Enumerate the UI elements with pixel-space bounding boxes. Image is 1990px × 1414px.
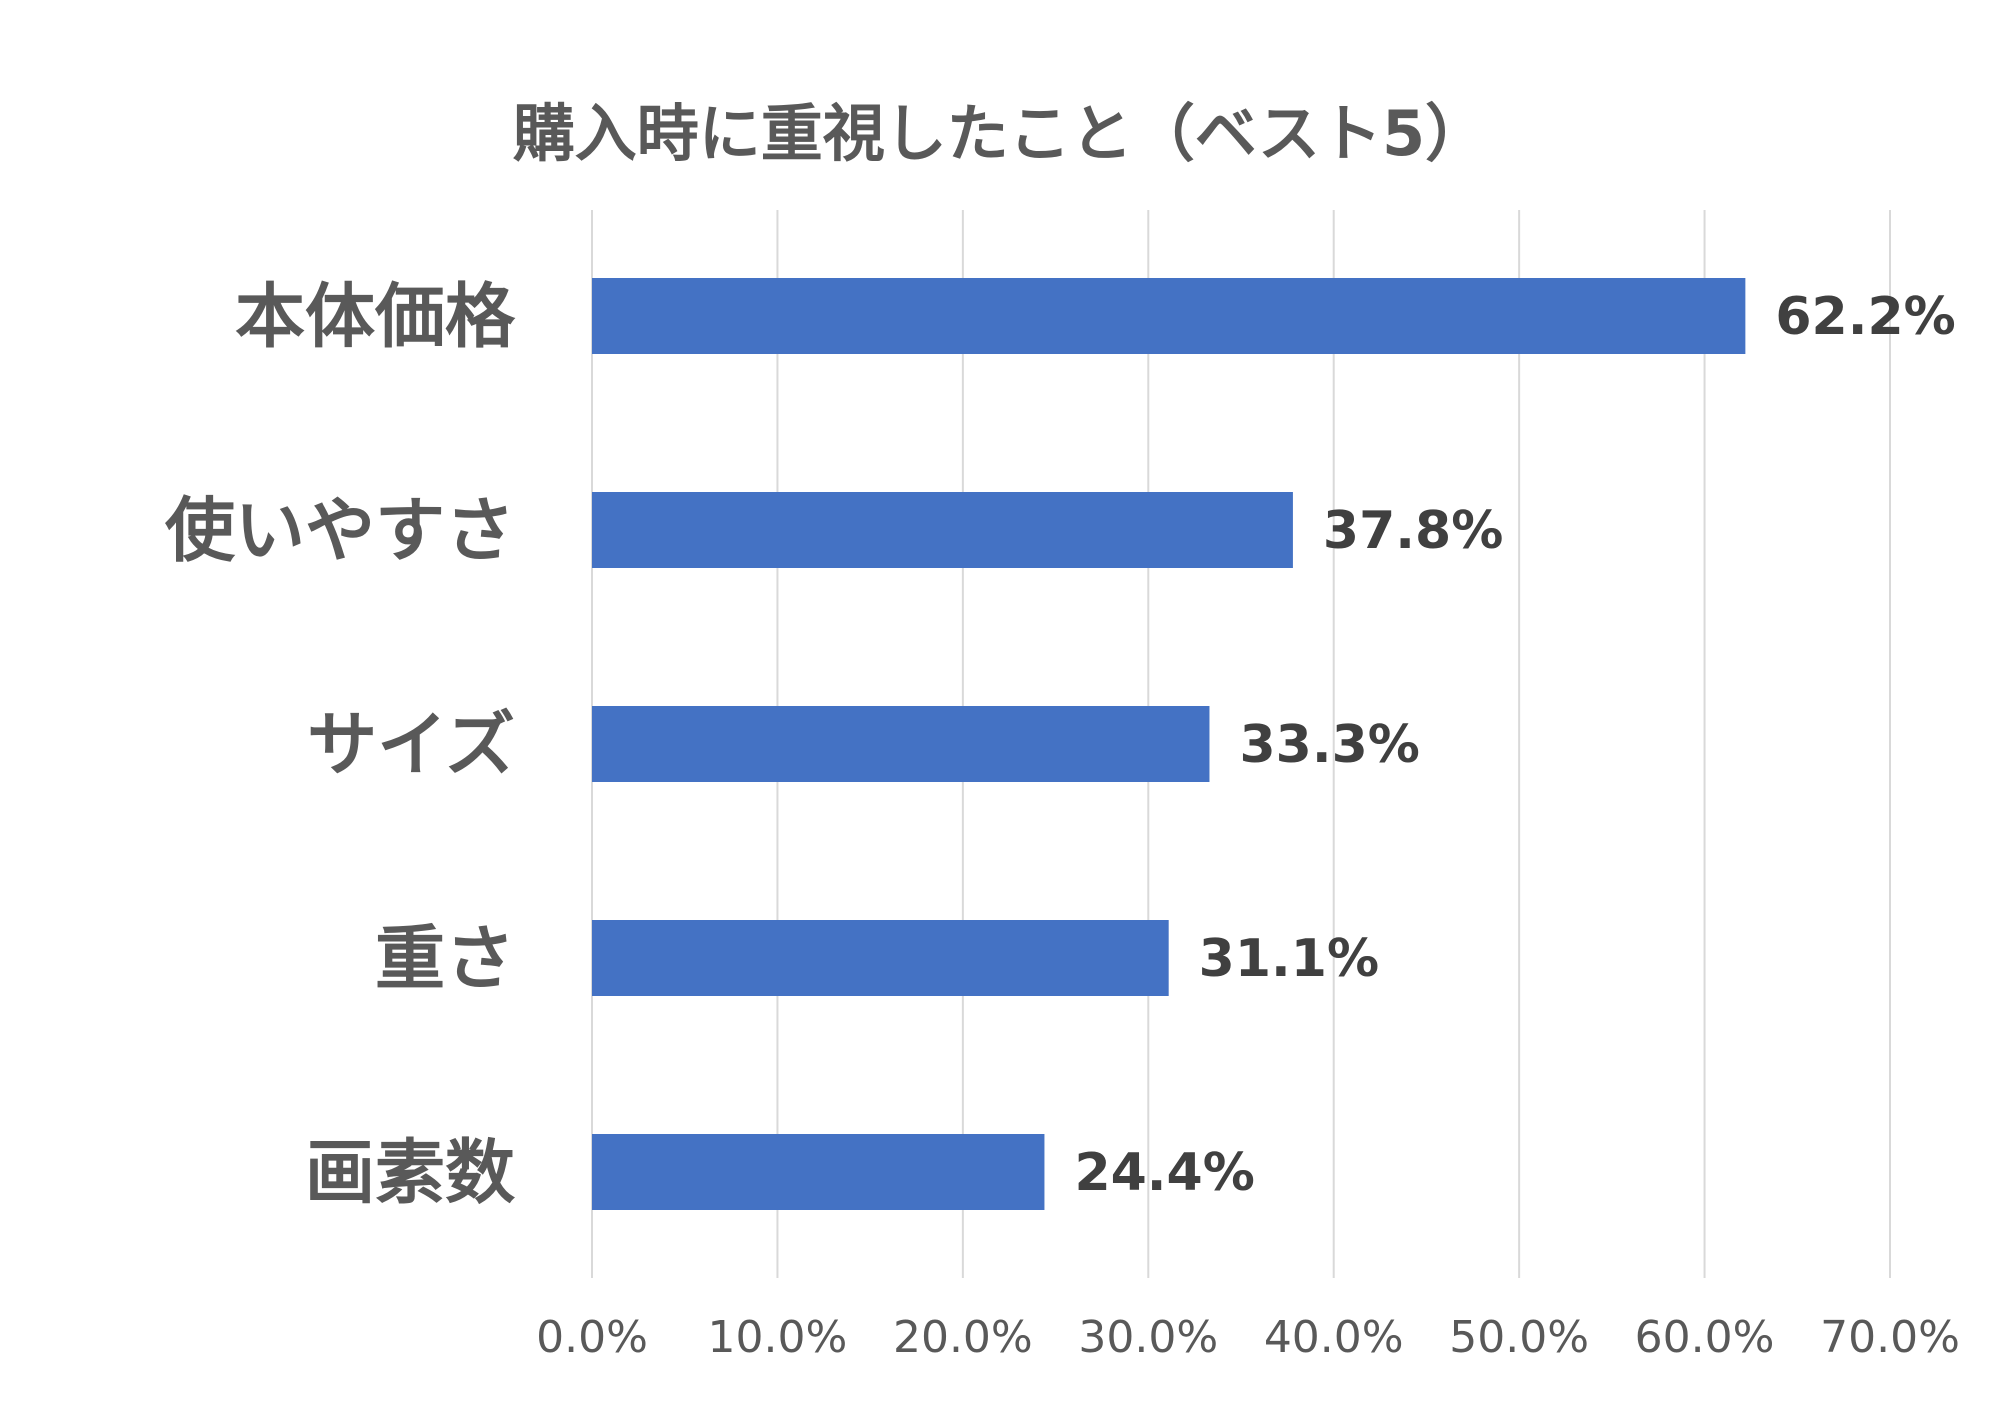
data-label: 33.3%	[1239, 715, 1419, 775]
bars	[592, 278, 1746, 1210]
data-label: 31.1%	[1199, 929, 1379, 989]
bar	[592, 278, 1746, 354]
bar	[592, 492, 1293, 568]
category-label: サイズ	[307, 704, 515, 786]
category-label: 使いやすさ	[165, 490, 515, 572]
x-tick-label: 40.0%	[1264, 1312, 1404, 1363]
x-tick-label: 60.0%	[1635, 1312, 1775, 1363]
category-label: 重さ	[375, 918, 515, 1000]
bar	[592, 706, 1210, 782]
data-labels: 62.2% 37.8% 33.3% 31.1% 24.4%	[1074, 287, 1955, 1203]
category-label: 本体価格	[235, 276, 516, 358]
data-label: 37.8%	[1323, 501, 1503, 561]
x-tick-label: 70.0%	[1820, 1312, 1960, 1363]
x-tick-label: 20.0%	[893, 1312, 1033, 1363]
x-tick-label: 0.0%	[536, 1312, 648, 1363]
chart-title: 購入時に重視したこと（ベスト5）	[513, 97, 1487, 170]
data-label: 24.4%	[1074, 1143, 1254, 1203]
data-label: 62.2%	[1775, 287, 1955, 347]
x-tick-label: 30.0%	[1078, 1312, 1218, 1363]
bar	[592, 1134, 1045, 1210]
category-label: 画素数	[305, 1132, 515, 1214]
x-axis-tick-labels: 0.0% 10.0% 20.0% 30.0% 40.0% 50.0% 60.0% 70.0%	[536, 1312, 1960, 1363]
x-tick-label: 50.0%	[1449, 1312, 1589, 1363]
x-tick-label: 10.0%	[708, 1312, 848, 1363]
bar	[592, 920, 1169, 996]
